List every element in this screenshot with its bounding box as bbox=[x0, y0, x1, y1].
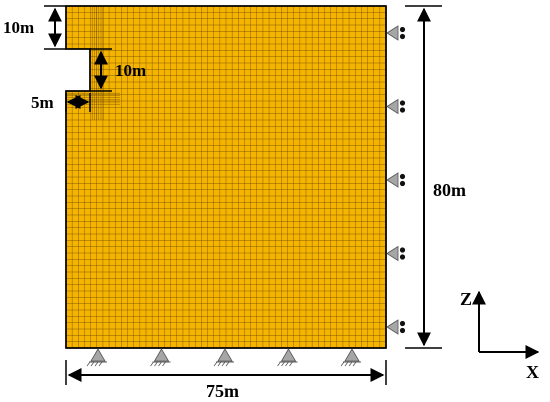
mesh-grid-lines bbox=[66, 6, 386, 348]
roller-support bbox=[386, 25, 406, 41]
pin-support bbox=[213, 348, 234, 367]
bottom-pin-supports bbox=[86, 348, 361, 367]
label-step-height: 10m bbox=[115, 61, 146, 80]
roller-support bbox=[386, 319, 406, 335]
dim-total-width: 75m bbox=[65, 360, 387, 401]
roller-support bbox=[386, 98, 406, 115]
mesh-border bbox=[65, 5, 387, 349]
roller-support bbox=[386, 172, 406, 188]
label-total-height: 80m bbox=[433, 180, 466, 200]
pin-support bbox=[277, 348, 298, 367]
mesh-domain bbox=[65, 5, 387, 349]
right-roller-supports bbox=[386, 25, 406, 335]
dim-total-height: 80m bbox=[405, 5, 466, 349]
pin-support bbox=[86, 348, 107, 367]
label-top-notch-height: 10m bbox=[3, 18, 34, 37]
label-total-width: 75m bbox=[206, 381, 239, 401]
pin-support bbox=[340, 348, 361, 367]
axis-label-z: Z bbox=[460, 289, 472, 309]
pin-support bbox=[150, 348, 171, 367]
dim-top-notch: 10m bbox=[3, 5, 66, 50]
roller-support bbox=[386, 245, 406, 262]
label-step-width: 5m bbox=[31, 93, 54, 112]
axis-label-x: X bbox=[526, 362, 539, 382]
dim-step-height: 10m bbox=[90, 48, 146, 92]
coordinate-axes: Z X bbox=[460, 289, 540, 382]
dim-step-width: 5m bbox=[31, 93, 91, 112]
